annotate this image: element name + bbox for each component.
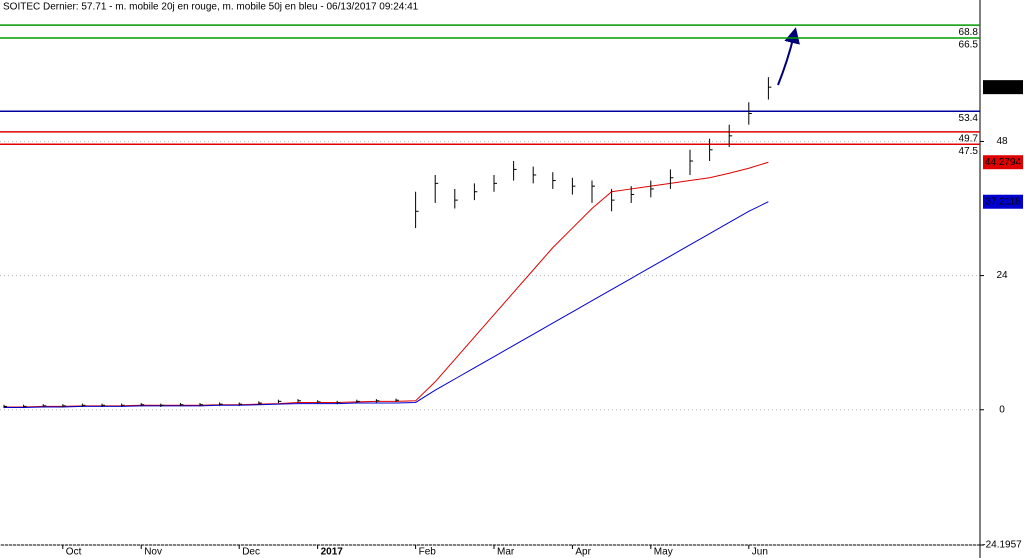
- moving-average: [4, 161, 769, 408]
- x-tick-label: Nov: [144, 547, 162, 558]
- x-tick-label: 2017: [321, 547, 344, 558]
- x-tick-label: Jun: [752, 547, 768, 558]
- x-tick-label: Apr: [575, 547, 591, 558]
- x-tick-label: May: [654, 547, 673, 558]
- y-tick-label: -24.1957: [982, 540, 1022, 551]
- y-tick-label: 0: [999, 404, 1005, 415]
- level-label: 66.5: [959, 40, 979, 51]
- level-label: 53.4: [959, 113, 979, 124]
- trend-arrow: [777, 27, 800, 86]
- x-tick-label: Dec: [242, 547, 260, 558]
- last-value-label: 57.71: [990, 82, 1015, 93]
- last-value-label: 37.2118: [985, 196, 1021, 207]
- chart-title: SOITEC Dernier: 57.71 - m. mobile 20j en…: [3, 2, 419, 13]
- last-value-label: 44.2794: [985, 157, 1022, 168]
- moving-average: [4, 201, 769, 409]
- x-tick-label: Mar: [497, 547, 515, 558]
- x-tick-label: Feb: [419, 547, 437, 558]
- level-label: 68.8: [959, 27, 979, 38]
- y-tick-label: 24: [996, 270, 1008, 281]
- last-value-box: [983, 80, 1023, 95]
- level-label: 47.5: [959, 146, 979, 157]
- last-value-box: [983, 194, 1023, 209]
- y-tick-label: 48: [996, 136, 1008, 147]
- level-label: 49.7: [959, 134, 979, 145]
- last-value-box: [983, 155, 1023, 170]
- x-tick-label: Oct: [66, 547, 82, 558]
